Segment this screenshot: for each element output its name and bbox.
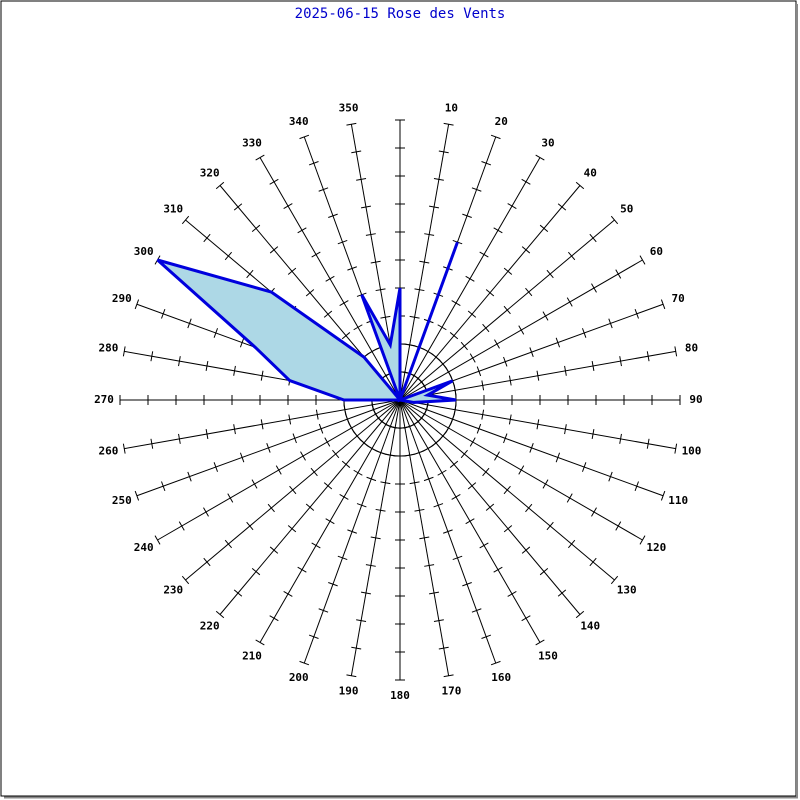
spoke xyxy=(399,219,615,401)
spoke xyxy=(399,399,541,643)
spoke xyxy=(185,399,401,581)
spoke xyxy=(399,399,676,450)
spoke xyxy=(350,399,401,676)
spoke xyxy=(124,399,401,450)
spoke xyxy=(399,399,643,541)
spoke xyxy=(157,399,401,541)
tick xyxy=(443,674,454,678)
spoke xyxy=(259,157,401,401)
spoke xyxy=(399,124,450,401)
tick xyxy=(674,346,678,357)
tick xyxy=(346,674,357,678)
direction-label: 150 xyxy=(538,649,558,662)
spoke xyxy=(259,399,401,643)
spoke xyxy=(399,399,497,664)
spoke xyxy=(399,399,664,497)
direction-label: 200 xyxy=(289,671,309,684)
spoke xyxy=(399,399,450,676)
direction-label: 180 xyxy=(390,689,410,702)
tick xyxy=(674,443,678,454)
direction-label: 140 xyxy=(580,620,600,633)
direction-label: 290 xyxy=(112,292,132,305)
direction-label: 120 xyxy=(646,541,666,554)
direction-label: 100 xyxy=(682,444,702,457)
spoke xyxy=(399,157,541,401)
spoke xyxy=(399,399,581,615)
direction-label: 10 xyxy=(445,101,458,114)
direction-label: 20 xyxy=(495,115,508,128)
chart-title: 2025-06-15 Rose des Vents xyxy=(295,6,506,22)
spoke xyxy=(399,185,581,401)
spoke xyxy=(219,399,401,615)
direction-label: 130 xyxy=(617,583,637,596)
direction-label: 90 xyxy=(689,393,702,406)
direction-label: 350 xyxy=(339,101,359,114)
direction-label: 170 xyxy=(441,685,461,698)
direction-label: 30 xyxy=(541,137,554,150)
direction-label: 70 xyxy=(672,292,685,305)
direction-label: 310 xyxy=(163,203,183,216)
spoke xyxy=(399,350,676,401)
direction-label: 220 xyxy=(200,620,220,633)
direction-label: 280 xyxy=(99,342,119,355)
direction-label: 240 xyxy=(134,541,154,554)
spoke xyxy=(399,259,643,401)
direction-label: 260 xyxy=(99,444,119,457)
direction-label: 230 xyxy=(163,583,183,596)
direction-label: 190 xyxy=(339,685,359,698)
direction-label: 250 xyxy=(112,494,132,507)
wind-area xyxy=(156,241,459,404)
direction-label: 110 xyxy=(668,494,688,507)
direction-label: 40 xyxy=(584,166,597,179)
direction-label: 50 xyxy=(620,203,633,216)
direction-label: 330 xyxy=(242,137,262,150)
direction-label: 320 xyxy=(200,166,220,179)
direction-label: 270 xyxy=(94,393,114,406)
direction-label: 60 xyxy=(650,245,663,258)
spoke xyxy=(136,399,401,497)
spoke xyxy=(303,399,401,664)
direction-label: 160 xyxy=(491,671,511,684)
direction-label: 80 xyxy=(685,342,698,355)
direction-label: 340 xyxy=(289,115,309,128)
spoke xyxy=(399,399,615,581)
direction-label: 300 xyxy=(134,245,154,258)
direction-label: 210 xyxy=(242,649,262,662)
